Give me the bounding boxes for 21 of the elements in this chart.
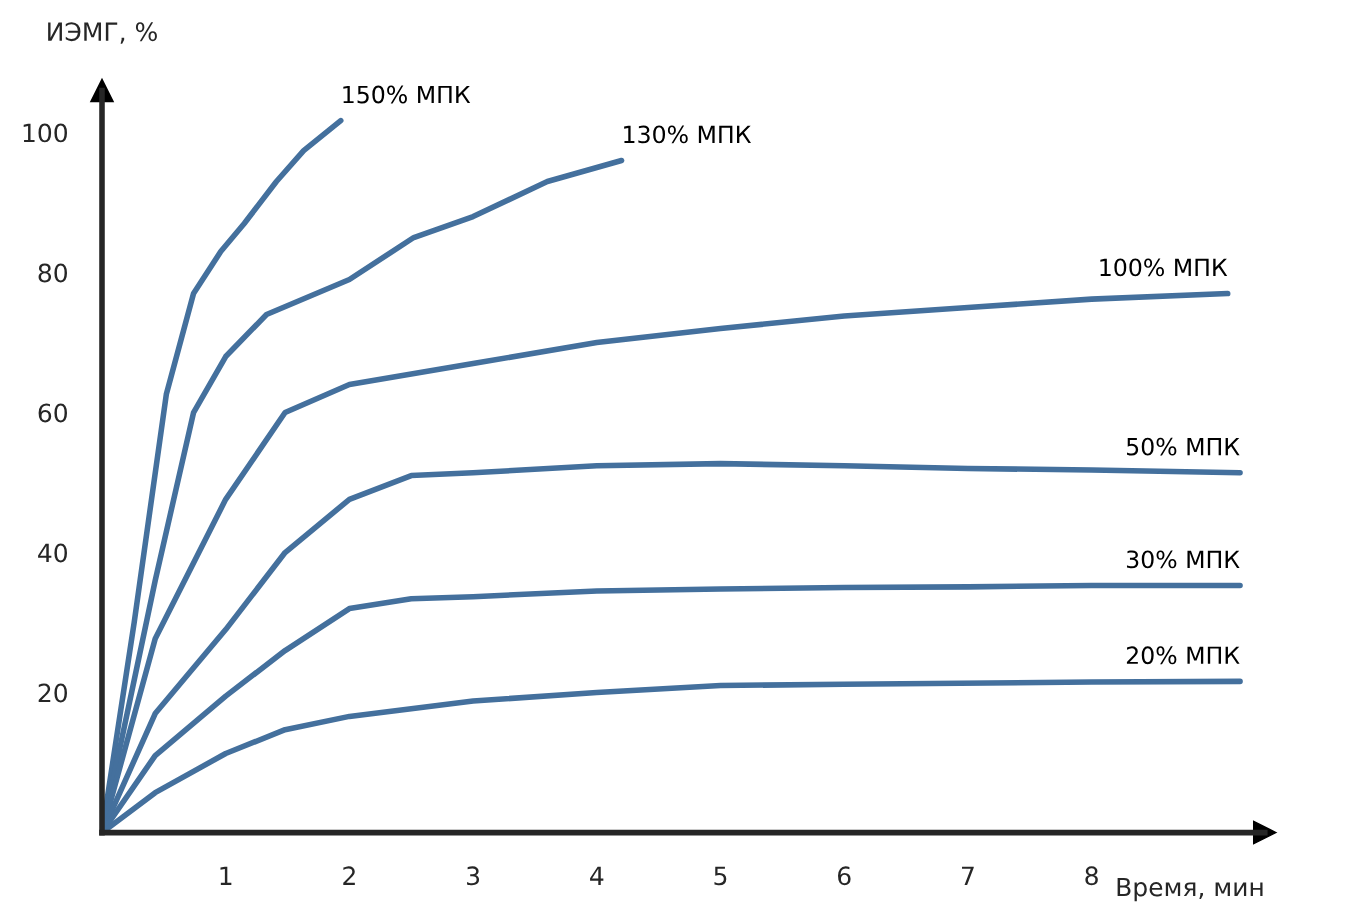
x-tick-label: 1 <box>220 866 232 885</box>
series-label: 100% МПК <box>1100 258 1228 277</box>
series-label: 30% МПК <box>1126 550 1240 569</box>
x-tick-label: 6 <box>838 866 851 886</box>
x-tick-label: 8 <box>1085 866 1098 886</box>
series-label: 20% МПК <box>1126 646 1240 665</box>
y-tick-label: 20 <box>38 683 68 703</box>
x-axis-title: Время, мин <box>1117 877 1263 902</box>
series-label: 50% МПК <box>1127 437 1240 456</box>
y-tick-label: 80 <box>38 263 68 283</box>
x-tick-label: 2 <box>343 866 355 885</box>
x-tick-label: 5 <box>714 866 727 886</box>
y-axis-title: ИЭМГ, % <box>48 22 157 44</box>
y-tick-label: 100 <box>23 123 68 143</box>
y-tick-label: 60 <box>38 403 68 423</box>
x-tick-label: 3 <box>467 866 480 886</box>
x-tick-label: 7 <box>962 866 974 885</box>
y-tick-label: 40 <box>38 543 68 563</box>
series-label: 130% МПК <box>624 125 751 144</box>
x-tick-label: 4 <box>590 866 604 885</box>
series-label: 150% МПК <box>343 85 471 104</box>
